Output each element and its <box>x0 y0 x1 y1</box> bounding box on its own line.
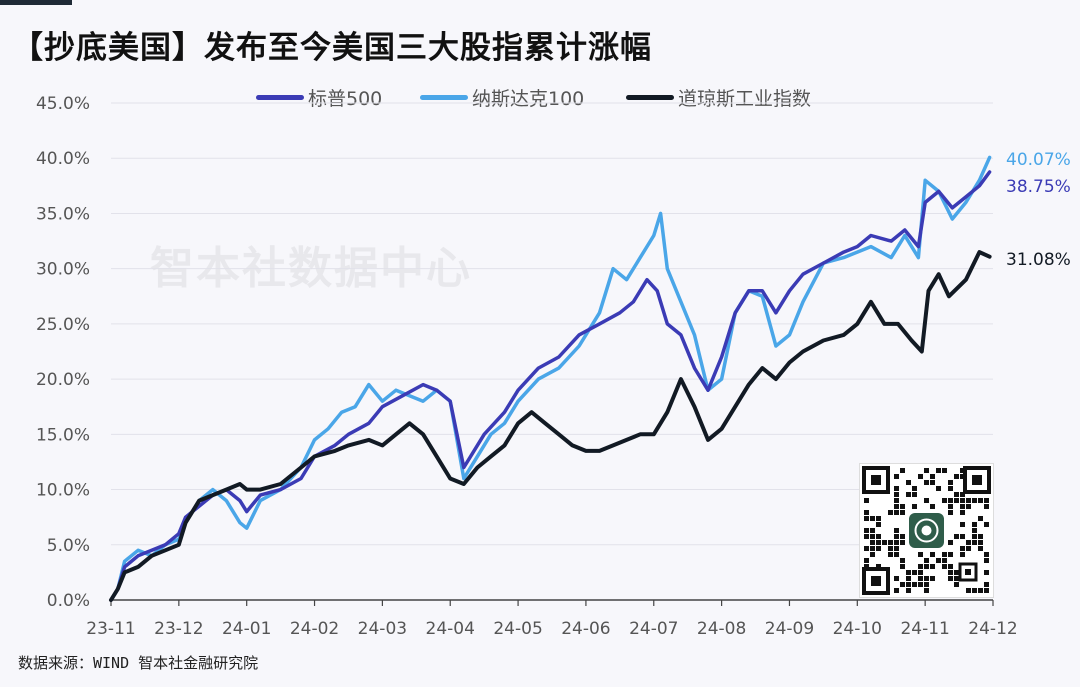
x-tick-label: 23-12 <box>154 619 203 639</box>
legend-swatch-dow <box>626 95 674 100</box>
legend-label-dow: 道琼斯工业指数 <box>678 88 812 110</box>
y-tick-label: 25.0% <box>36 315 90 335</box>
x-tick-label: 24-08 <box>697 619 746 639</box>
series-line-0 <box>109 170 992 602</box>
y-tick-label: 30.0% <box>36 260 90 280</box>
legend-swatch-nasdaq100 <box>420 95 468 100</box>
series-end-label-1: 40.07% <box>1006 150 1071 170</box>
x-tick-label: 24-02 <box>290 619 339 639</box>
y-tick-label: 5.0% <box>47 536 90 556</box>
top-accent-bar <box>0 0 72 5</box>
series-end-label-0: 38.75% <box>1006 177 1071 197</box>
y-tick-label: 0.0% <box>47 591 90 611</box>
series-line-1 <box>109 155 992 602</box>
y-tick-label: 35.0% <box>36 204 90 224</box>
series-end-label-2: 31.08% <box>1006 250 1071 270</box>
x-tick-label: 24-05 <box>493 619 542 639</box>
qr-code-graphic <box>862 466 991 595</box>
legend-label-sp500: 标普500 <box>308 88 383 110</box>
y-tick-label: 10.0% <box>36 481 90 501</box>
y-tick-label: 40.0% <box>36 149 90 169</box>
legend-item-nasdaq100: 纳斯达克100 <box>420 84 584 111</box>
legend-swatch-sp500 <box>256 95 304 100</box>
x-tick-label: 24-04 <box>426 619 475 639</box>
x-tick-label: 24-10 <box>833 619 882 639</box>
y-tick-label: 15.0% <box>36 425 90 445</box>
legend-item-sp500: 标普500 <box>256 84 382 111</box>
y-tick-label: 45.0% <box>36 94 90 114</box>
legend-item-dow: 道琼斯工业指数 <box>626 84 811 111</box>
x-tick-label: 24-03 <box>358 619 407 639</box>
legend-label-nasdaq100: 纳斯达克100 <box>472 88 585 110</box>
x-tick-label: 24-11 <box>900 619 949 639</box>
data-source-footer: 数据来源：WIND 智本社金融研究院 <box>18 654 259 672</box>
x-tick-label: 23-11 <box>86 619 135 639</box>
x-tick-label: 24-12 <box>968 619 1017 639</box>
series-line-2 <box>109 250 992 602</box>
qr-code-icon[interactable] <box>859 463 994 598</box>
x-tick-label: 24-09 <box>765 619 814 639</box>
legend: 标普500 纳斯达克100 道琼斯工业指数 <box>0 84 1080 111</box>
x-tick-label: 24-01 <box>222 619 271 639</box>
x-tick-label: 24-07 <box>629 619 678 639</box>
chart-title: 【抄底美国】发布至今美国三大股指累计涨幅 <box>12 30 652 66</box>
y-tick-label: 20.0% <box>36 370 90 390</box>
x-tick-label: 24-06 <box>561 619 610 639</box>
